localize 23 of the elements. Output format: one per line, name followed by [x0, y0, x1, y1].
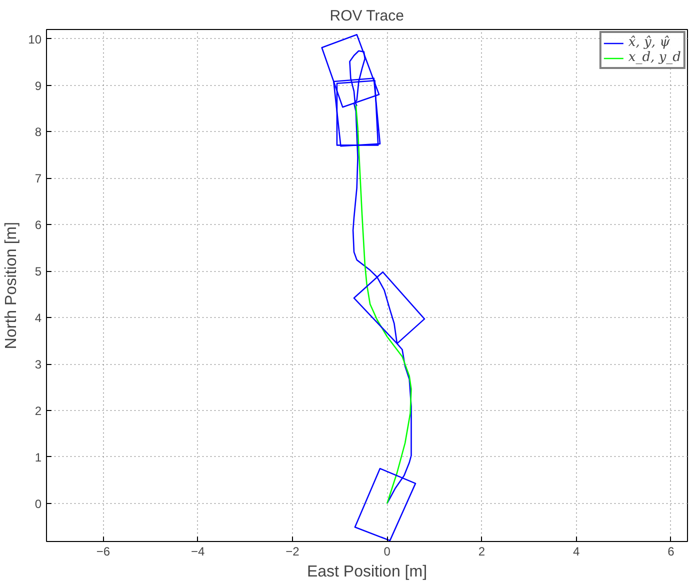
x-tick-label: −4 [191, 544, 206, 558]
x-axis-title: East Position [m] [306, 564, 428, 580]
y-tick-label: 8 [34, 125, 42, 140]
x-tick-label: 6 [668, 544, 675, 558]
y-tick-label: 7 [34, 172, 42, 186]
chart-title: ROV Trace [330, 8, 404, 24]
y-axis-title: North Position [m] [3, 222, 20, 350]
y-tick-label: 4 [34, 311, 42, 326]
y-tick-label: 0 [34, 496, 42, 511]
x-tick-label: −2 [286, 544, 300, 558]
y-tick-label: 9 [34, 78, 42, 93]
y-tick-label: 3 [34, 358, 42, 372]
x-tick-label: 4 [572, 544, 580, 558]
y-tick-label: 1 [34, 450, 42, 464]
legend-label: x̂, ŷ, ψ̂ [628, 35, 670, 50]
x-tick-label: 2 [478, 544, 486, 558]
y-tick-label: 6 [34, 218, 42, 232]
y-tick-label: 5 [34, 264, 42, 279]
x-tick-label: 0 [384, 544, 391, 558]
legend-label: x_d, y_d [628, 50, 681, 65]
y-tick-label: 10 [28, 32, 42, 46]
y-tick-label: 2 [34, 404, 42, 418]
x-tick-label: −6 [96, 544, 110, 558]
